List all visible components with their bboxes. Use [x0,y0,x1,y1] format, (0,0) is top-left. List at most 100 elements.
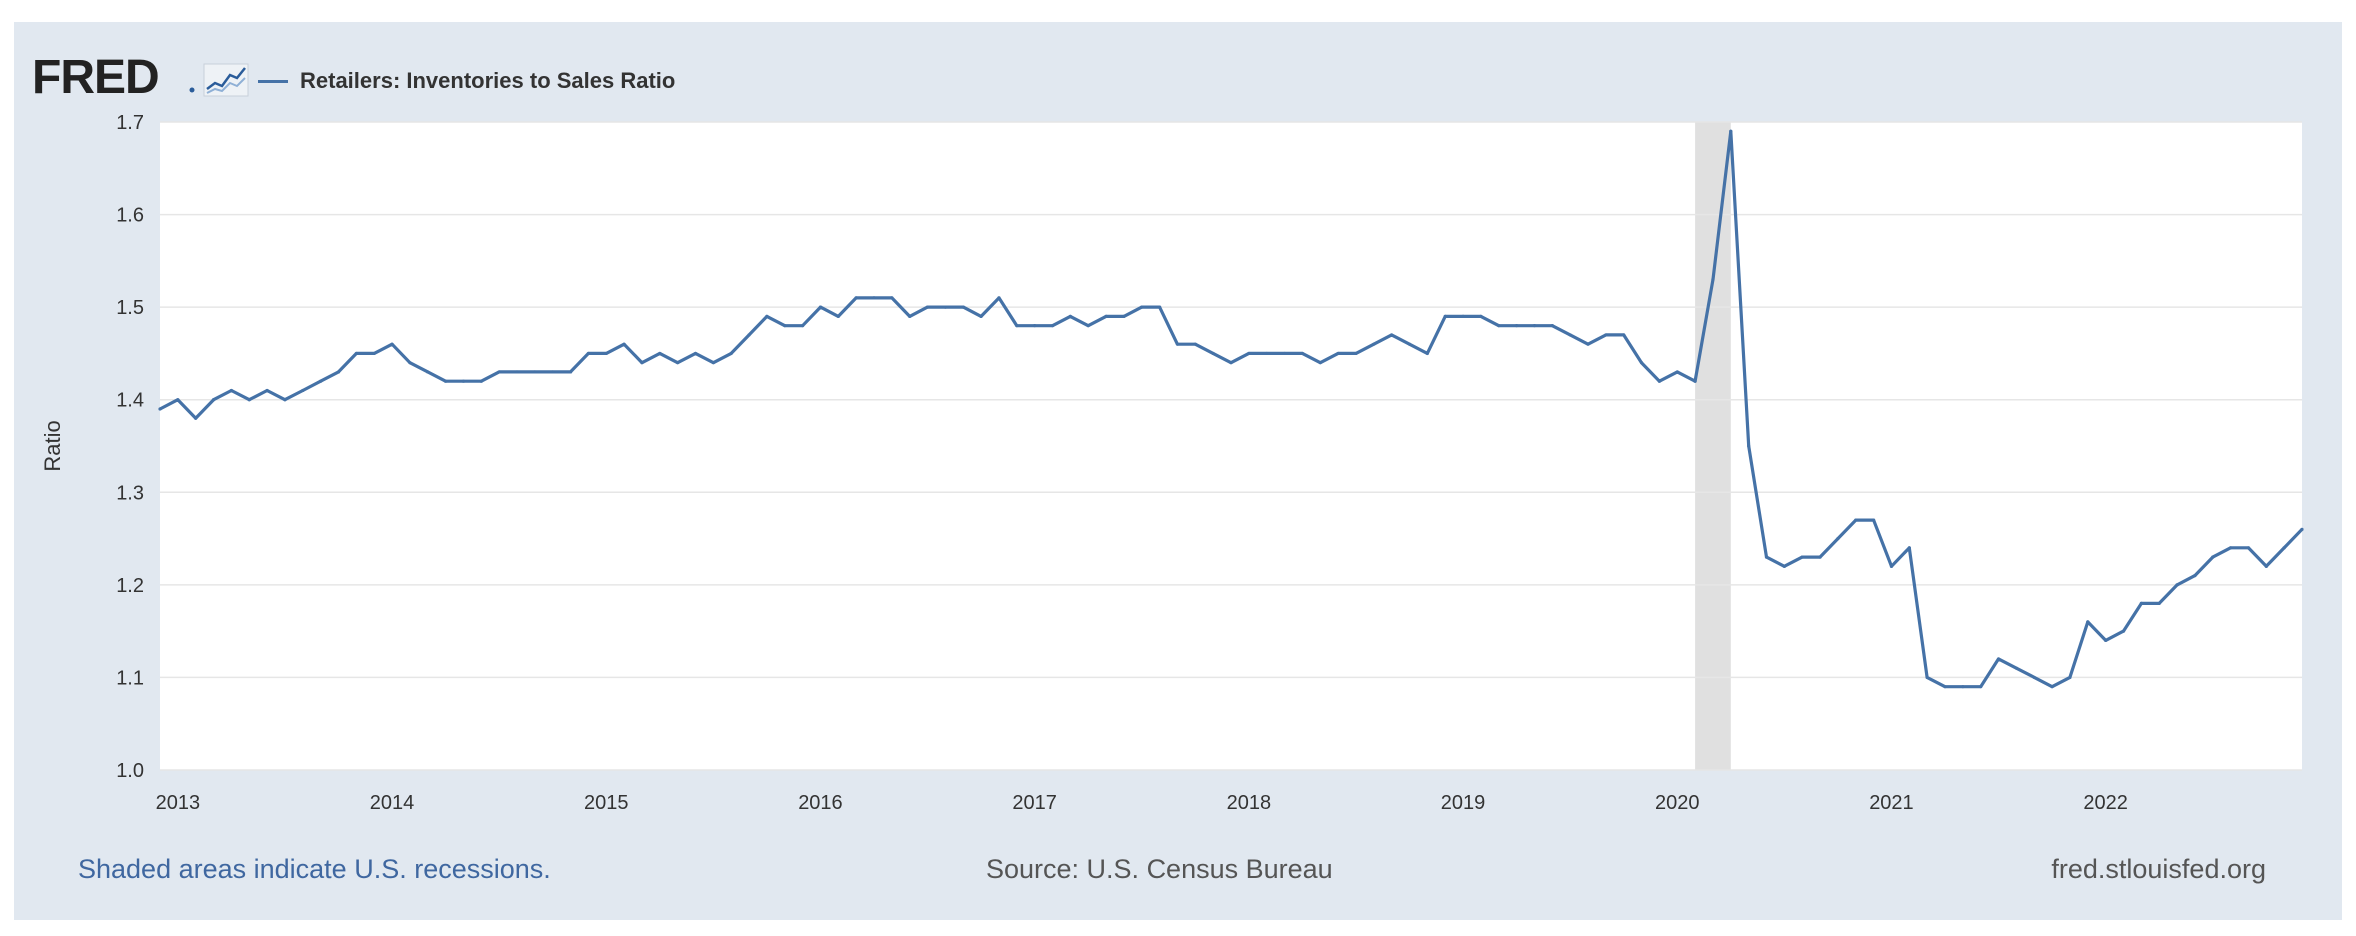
data-point [194,416,198,420]
legend-swatch [258,79,288,83]
data-point [2282,546,2286,550]
source-note: Source: U.S. Census Bureau [986,854,1333,884]
data-point [390,342,394,346]
data-point [747,333,751,337]
data-point [533,370,537,374]
x-tick-label: 2015 [584,792,629,814]
data-point [319,379,323,383]
data-point [640,361,644,365]
data-point [801,324,805,328]
y-axis-label: Ratio [40,420,65,471]
grid-layer [160,121,2302,771]
data-point [1622,333,1626,337]
data-point [1657,379,1661,383]
data-point [1122,314,1126,318]
data-point [658,351,662,356]
data-point [2300,527,2304,531]
data-point [2193,574,2197,578]
chart-line-icon [203,63,249,97]
data-point [622,342,626,346]
data-point [497,370,501,374]
fred-logo-dot [189,87,195,93]
y-tick-label: 1.1 [116,667,144,689]
data-point [515,370,519,374]
y-tick-label: 1.3 [116,482,144,504]
data-point [1425,351,1429,356]
data-point [2229,546,2233,550]
x-tick-label: 2014 [370,792,415,814]
x-tick-labels: 2013 2014 2015 2016 2017 2018 2019 2020 2021 2022 [156,792,2128,814]
x-tick-label: 2022 [2083,792,2128,814]
data-point [1996,657,2001,661]
data-point [461,379,466,383]
data-point [2175,583,2179,587]
data-point [1550,324,1554,328]
data-point [693,351,698,356]
data-point [1639,361,1644,365]
data-point [1372,342,1376,346]
data-point [1800,555,1804,559]
data-point [354,351,358,356]
data-point [336,370,341,374]
site-url[interactable]: fred.stlouisfed.org [2051,854,2266,884]
data-point [2050,685,2054,689]
data-point [1907,546,1911,550]
data-point [1354,351,1358,356]
data-point [604,351,608,356]
data-point [729,351,733,356]
y-tick-label: 1.6 [116,205,144,227]
data-point [943,305,948,309]
data-point [283,398,287,402]
data-point [2139,601,2143,605]
series-layer [158,129,2304,689]
data-point [551,370,555,374]
data-point [479,379,483,383]
fred-logo: FRED [32,51,249,104]
data-point [2104,638,2108,643]
data-point [854,296,858,300]
data-point [783,324,787,328]
data-point [2068,675,2072,680]
data-point [1604,333,1608,337]
data-point [1943,685,1947,689]
data-point [1318,361,1322,365]
data-point [2211,555,2215,559]
data-point [1711,277,1715,281]
data-point [1532,324,1537,328]
data-point [1479,314,1483,318]
data-point [2086,620,2090,624]
data-point [1836,536,1840,541]
data-point [211,398,216,402]
legend-label: Retailers: Inventories to Sales Ratio [300,68,676,93]
data-point [979,314,983,318]
chart-legend: Retailers: Inventories to Sales Ratio [258,66,675,96]
data-point [1461,314,1465,318]
data-point [301,388,305,393]
plot-area [160,122,2302,770]
data-point [1033,324,1037,328]
data-point [1961,685,1965,689]
data-point [568,370,573,374]
data-point [1747,444,1751,448]
data-point [1175,342,1180,346]
data-point [961,305,965,309]
data-point [229,388,233,393]
fred-logo-text: FRED [32,51,159,104]
data-point [2014,666,2018,670]
data-point [1211,351,1215,356]
data-point [1104,314,1108,318]
data-point [1675,370,1679,374]
data-point [1729,129,1733,133]
data-point [836,314,840,318]
data-point [2032,675,2036,680]
data-point [1282,351,1287,356]
data-point [1925,675,1929,680]
data-point [247,398,251,402]
x-tick-label: 2017 [1012,792,1057,814]
recession-band-0 [1695,122,1731,770]
data-point [408,361,412,365]
data-point [1300,351,1304,356]
recession-note[interactable]: Shaded areas indicate U.S. recessions. [78,854,551,884]
y-tick-label: 1.2 [116,575,144,597]
